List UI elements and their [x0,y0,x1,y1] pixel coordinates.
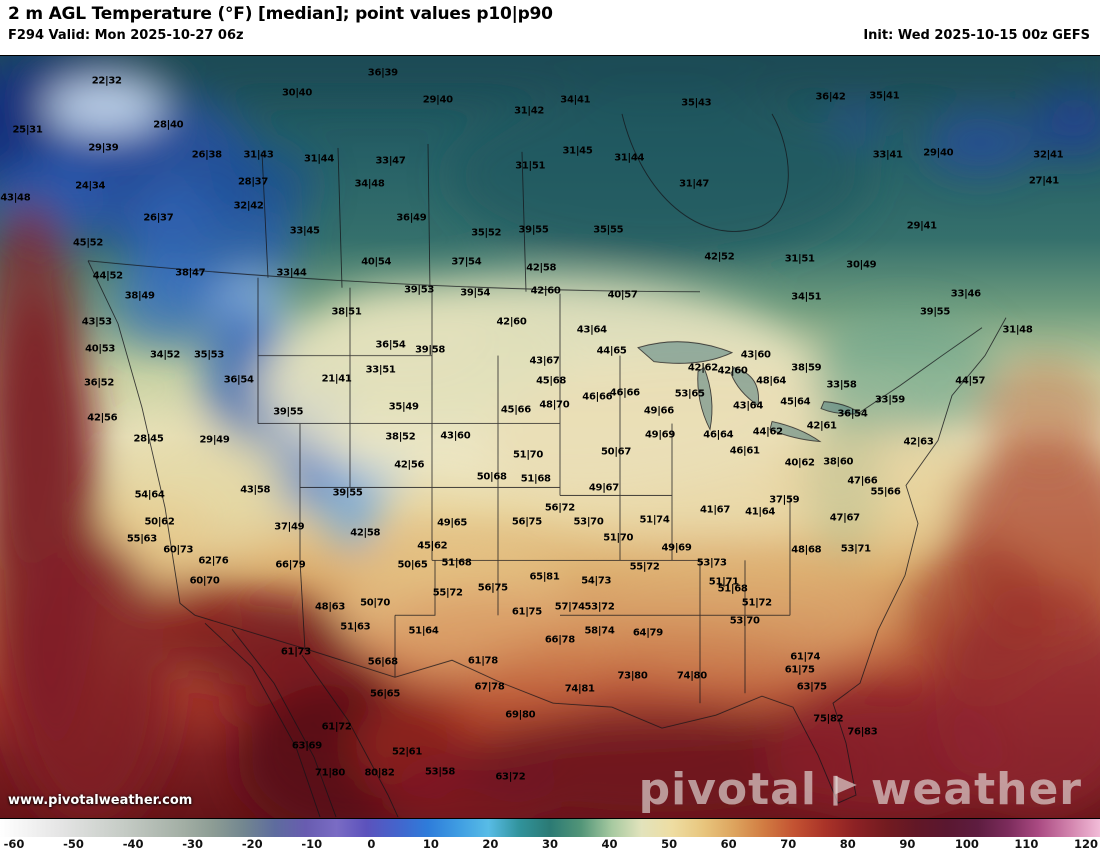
colorbar-tick-label: 110 [1014,836,1039,850]
colorbar-tick-label: -20 [241,836,263,850]
temperature-field [0,56,1100,818]
colorbar-tick-label: 0 [367,836,376,850]
watermark-url: www.pivotalweather.com [8,793,193,808]
pivotal-weather-logo: pivotal weather [639,768,1082,812]
init-time-label: Init: Wed 2025-10-15 00z GEFS [863,28,1090,44]
colorbar-tick-label: 90 [899,836,916,850]
colorbar-tick-label: -60 [3,836,25,850]
map-header: 2 m AGL Temperature (°F) [median]; point… [0,0,1100,55]
pivotal-weather-logo-icon [833,775,857,806]
colorbar-tick-label: 50 [661,836,678,850]
colorbar-tick-label: 60 [720,836,737,850]
colorbar-tick-label: 20 [482,836,499,850]
map-canvas[interactable]: www.pivotalweather.com pivotal weather [0,55,1100,818]
colorbar-tick-label: -10 [301,836,323,850]
colorbar-tick-label: 120 [1073,836,1099,850]
colorbar-tick-label: -50 [63,836,84,850]
colorbar-tick-label: -40 [122,836,144,850]
colorbar-tick-label: 10 [422,836,439,850]
colorbar-tick-label: 70 [780,836,797,850]
logo-text-pivotal: pivotal [638,764,817,815]
colorbar-tick-label: 100 [954,836,979,850]
logo-text-weather: weather [870,764,1082,815]
colorbar-ticks: -60 -50 -40 -30 -20 -10 0 10 20 30 40 50 60 70 80 90 100… [4,836,1098,850]
geo-borders [87,113,1007,818]
colorbar-tick-label: 40 [601,836,618,850]
colorbar-gradient [0,819,1100,837]
colorbar-tick-label: -30 [182,836,204,850]
valid-time-label: F294 Valid: Mon 2025-10-27 06z [8,28,244,44]
colorbar: -60 -50 -40 -30 -20 -10 0 10 20 30 40 50 60 70 80 90 100… [0,818,1100,850]
colorbar-tick-label: 80 [839,836,856,850]
colorbar-tick-label: 30 [541,836,559,850]
map-title: 2 m AGL Temperature (°F) [median]; point… [8,4,553,24]
